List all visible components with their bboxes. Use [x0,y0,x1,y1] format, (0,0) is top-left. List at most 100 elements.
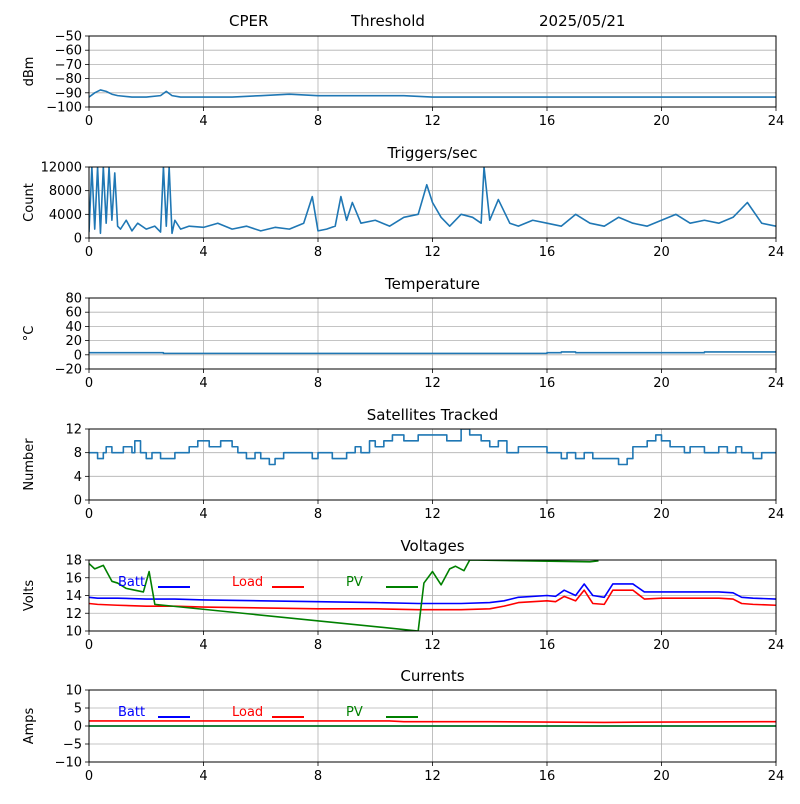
y-tick-label: 10 [65,625,82,640]
y-tick-label: 4000 [49,208,82,223]
y-tick-label: −80 [55,72,82,87]
y-tick-label: 10 [65,684,82,699]
y-tick-label: 12000 [41,161,82,176]
y-tick-label: 0 [74,720,82,735]
chart-title: Temperature [384,275,480,293]
x-tick-label: 12 [424,245,441,260]
series-group [89,720,776,727]
x-tick-label: 8 [314,769,322,784]
series-line-batt [89,583,776,605]
x-tick-label: 8 [314,638,322,653]
legend-label-load: Load [232,705,263,720]
y-tick-label: 0 [74,232,82,247]
x-tick-label: 20 [653,769,670,784]
y-tick-label: −60 [55,44,82,59]
x-tick-label: 0 [85,245,93,260]
x-tick-label: 0 [85,638,93,653]
series-line-load [89,589,776,611]
y-tick-label: −50 [55,30,82,45]
y-tick-label: 14 [65,589,82,604]
x-tick-label: 0 [85,376,93,391]
x-tick-label: 24 [768,769,785,784]
legend-label-batt: Batt [118,575,145,590]
x-tick-label: 16 [539,114,556,129]
series-group [89,167,776,235]
x-tick-label: 0 [85,114,93,129]
series-line-load [89,720,776,724]
x-tick-label: 4 [199,245,207,260]
y-axis-label: dBm [22,57,37,87]
series-group [89,89,776,98]
y-axis-label: Amps [22,707,37,744]
x-tick-label: 16 [539,638,556,653]
y-axis-label: °C [22,326,37,342]
y-tick-label: 4 [74,470,82,485]
axes-frame [88,35,777,108]
x-tick-label: 16 [539,245,556,260]
x-tick-label: 4 [199,376,207,391]
x-tick-label: 16 [539,769,556,784]
y-tick-label: 12 [65,423,82,438]
panel-0: 0 4 8 12 16 20 24 −100−90−80−70−60−50 dBm [22,30,784,130]
x-tick-label: 24 [768,638,785,653]
axes-frame [88,297,777,370]
y-tick-label: 0 [74,494,82,509]
header-site: CPER [229,12,269,30]
series-line-0 [89,167,776,235]
series-line-0 [89,89,776,98]
y-tick-label: 60 [65,306,82,321]
x-tick-label: 24 [768,114,785,129]
chart-title: Triggers/sec [387,144,478,162]
y-tick-label: 16 [65,571,82,586]
x-tick-label: 4 [199,507,207,522]
y-axis-label: Volts [22,580,37,612]
series-line-0 [89,429,776,466]
x-tick-label: 8 [314,376,322,391]
y-tick-label: 8000 [49,184,82,199]
y-tick-label: 40 [65,320,82,335]
y-tick-label: 8 [74,446,82,461]
header-mode: Threshold [351,12,425,30]
y-tick-label: −10 [55,756,82,771]
x-tick-label: 24 [768,507,785,522]
axes-frame [88,428,777,501]
legend-label-batt: Batt [118,705,145,720]
y-tick-label: 12 [65,607,82,622]
x-tick-label: 24 [768,376,785,391]
y-axis-label: Count [22,183,37,222]
y-tick-label: 18 [65,554,82,569]
x-tick-label: 20 [653,114,670,129]
y-tick-label: −5 [63,738,82,753]
x-tick-label: 8 [314,245,322,260]
x-tick-label: 20 [653,507,670,522]
y-tick-label: −90 [55,86,82,101]
series-group [89,560,776,631]
y-axis-label: Number [22,438,37,491]
series-group [89,429,776,466]
y-tick-label: −100 [46,101,82,116]
y-tick-label: 80 [65,292,82,307]
y-tick-label: 20 [65,334,82,349]
legend-label-pv: PV [346,575,363,590]
x-tick-label: 12 [424,638,441,653]
x-tick-label: 8 [314,114,322,129]
panel-5: 0 4 8 12 16 20 24 −10 −5 0 5 10 Currents Amps Batt Load… [22,667,784,784]
chart-title: Voltages [400,537,464,555]
x-tick-label: 12 [424,507,441,522]
panel-4: 0 4 8 12 16 20 24 10 12 14 16 18 Voltages Volts Batt Lo… [22,537,784,653]
x-tick-label: 20 [653,638,670,653]
panel-1: 0 4 8 12 16 20 24 0 4000 8000 12000 Triggers/sec Cou… [22,144,784,260]
series-line-0 [89,351,776,355]
x-tick-label: 20 [653,245,670,260]
x-tick-label: 4 [199,638,207,653]
x-tick-label: 4 [199,114,207,129]
x-tick-label: 0 [85,507,93,522]
chart-title: Currents [400,667,464,685]
x-tick-label: 16 [539,376,556,391]
x-tick-label: 16 [539,507,556,522]
y-tick-label: 5 [74,702,82,717]
x-tick-label: 4 [199,769,207,784]
axes-frame [88,689,777,763]
